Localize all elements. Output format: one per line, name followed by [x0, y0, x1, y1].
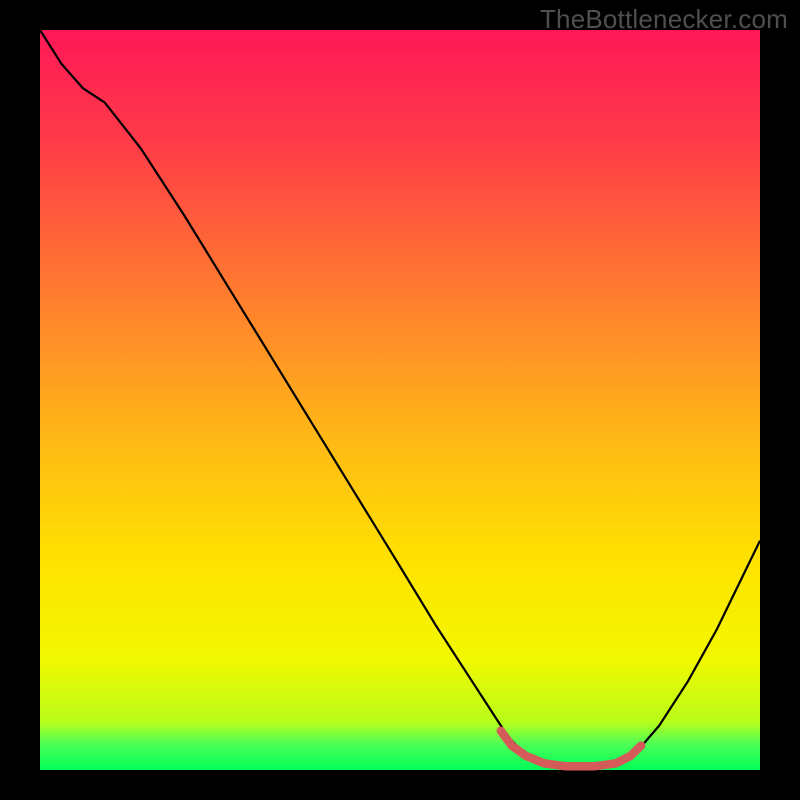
bottleneck-curve — [40, 30, 760, 768]
watermark-label: TheBottlenecker.com — [540, 4, 788, 35]
chart-plot-area — [40, 30, 760, 770]
chart-svg — [40, 30, 760, 770]
optimal-range-marker — [501, 731, 641, 767]
